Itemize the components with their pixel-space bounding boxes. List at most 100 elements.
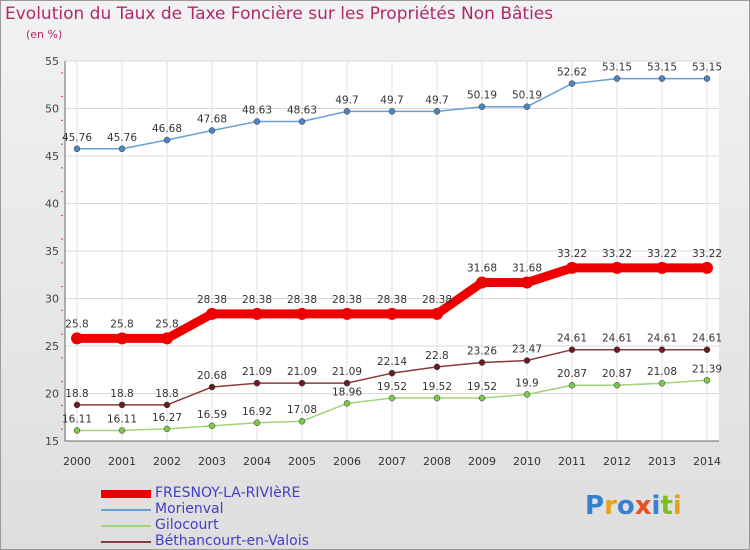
data-point xyxy=(341,307,353,320)
y-tick-label: 45 xyxy=(45,150,59,163)
legend-label-morienval: Morienval xyxy=(155,501,224,517)
legend-label-fresnoy: FRESNOY-LA-RIVIèRE xyxy=(155,485,301,501)
data-label: 50.19 xyxy=(467,90,497,102)
data-point xyxy=(163,136,171,144)
unit-label: (en %) xyxy=(26,28,63,41)
data-label: 23.47 xyxy=(512,344,542,356)
data-point xyxy=(388,369,396,377)
data-point xyxy=(343,108,351,115)
data-point xyxy=(521,276,533,289)
data-label: 53.15 xyxy=(647,62,677,74)
data-label: 24.61 xyxy=(557,333,587,345)
data-point xyxy=(298,417,306,425)
x-tick-label: 2004 xyxy=(243,455,271,468)
data-label: 50.19 xyxy=(512,90,542,102)
data-label: 24.61 xyxy=(647,333,677,345)
data-point xyxy=(568,80,576,87)
legend-swatch-bethancourt xyxy=(101,541,151,543)
data-point xyxy=(163,425,171,433)
data-label: 20.68 xyxy=(197,370,227,382)
data-point xyxy=(431,307,443,320)
data-point xyxy=(433,108,441,115)
data-point xyxy=(163,401,171,409)
y-tick-label: 40 xyxy=(45,198,59,211)
data-point xyxy=(658,379,666,387)
data-point xyxy=(73,401,81,409)
y-tick-label: 25 xyxy=(45,340,59,353)
data-point xyxy=(253,118,261,125)
logo-letter: P xyxy=(585,491,605,521)
legend-label-bethancourt: Béthancourt-en-Valois xyxy=(155,533,309,549)
data-label: 20.87 xyxy=(557,368,587,380)
data-label: 48.63 xyxy=(242,105,272,117)
x-tick-label: 2014 xyxy=(693,455,721,468)
logo-letter: i xyxy=(651,491,661,521)
data-point xyxy=(251,307,263,320)
data-point xyxy=(478,394,486,402)
x-tick-label: 2008 xyxy=(423,455,451,468)
data-label: 25.8 xyxy=(65,318,88,330)
data-point xyxy=(208,383,216,391)
data-point xyxy=(701,261,713,274)
logo-letter: o xyxy=(616,491,635,521)
data-point xyxy=(566,261,578,274)
data-point xyxy=(703,377,711,384)
data-label: 25.8 xyxy=(155,318,178,330)
data-point xyxy=(658,346,666,353)
data-point xyxy=(296,307,308,320)
data-point xyxy=(478,359,486,366)
data-point xyxy=(703,75,711,82)
data-point xyxy=(386,307,398,320)
data-label: 19.52 xyxy=(377,381,407,393)
x-tick-label: 2005 xyxy=(288,455,316,468)
data-point xyxy=(388,108,396,115)
data-label: 18.8 xyxy=(65,388,88,400)
data-label: 53.15 xyxy=(602,62,632,74)
data-label: 45.76 xyxy=(107,132,137,144)
data-point xyxy=(206,307,218,320)
data-label: 25.8 xyxy=(110,318,133,330)
data-label: 16.11 xyxy=(62,413,92,425)
series-3: 18.8 18.8 18.8 20.68 21.09 21.09 21.09 22.14 22.… xyxy=(65,333,722,409)
y-tick-label: 55 xyxy=(45,55,59,68)
data-label: 49.7 xyxy=(380,94,403,106)
data-label: 45.76 xyxy=(62,132,92,144)
data-label: 22.8 xyxy=(425,350,448,362)
data-point xyxy=(611,261,623,274)
logo-letter: x xyxy=(634,491,652,521)
data-point xyxy=(116,332,128,345)
legend-swatch-fresnoy xyxy=(101,490,151,498)
legend-item-gilocourt: Gilocourt xyxy=(101,517,401,534)
data-label: 49.7 xyxy=(425,94,448,106)
chart-title: Evolution du Taux de Taxe Foncière sur l… xyxy=(5,4,554,24)
legend-swatch-gilocourt xyxy=(101,525,151,527)
data-point xyxy=(161,332,173,345)
data-point xyxy=(656,261,668,274)
x-tick-label: 2002 xyxy=(153,455,181,468)
data-label: 24.61 xyxy=(602,333,632,345)
data-label: 21.39 xyxy=(692,363,722,375)
data-point xyxy=(613,75,621,82)
data-point xyxy=(118,145,126,153)
data-point xyxy=(613,381,621,389)
data-label: 49.7 xyxy=(335,94,358,106)
data-point xyxy=(73,427,81,434)
legend-item-fresnoy: FRESNOY-LA-RIVIèRE xyxy=(101,485,401,502)
data-point xyxy=(476,276,488,289)
x-tick-label: 2006 xyxy=(333,455,361,468)
data-label: 28.38 xyxy=(197,294,227,306)
legend: FRESNOY-LA-RIVIèRE Morienval Gilocourt B… xyxy=(101,485,401,550)
x-tick-label: 2007 xyxy=(378,455,406,468)
data-point xyxy=(343,379,351,387)
data-point xyxy=(118,427,126,434)
data-label: 18.8 xyxy=(110,388,133,400)
y-tick-label: 20 xyxy=(45,388,59,401)
legend-item-bethancourt: Béthancourt-en-Valois xyxy=(101,533,401,550)
data-label: 28.38 xyxy=(422,294,452,306)
series-0: 25.8 25.8 25.8 28.38 28.38 28.38 28.38 28.38 28.… xyxy=(65,248,722,345)
data-label: 21.09 xyxy=(332,366,362,378)
data-label: 53.15 xyxy=(692,62,722,74)
data-point xyxy=(523,357,531,364)
data-label: 48.63 xyxy=(287,105,317,117)
data-label: 20.87 xyxy=(602,368,632,380)
